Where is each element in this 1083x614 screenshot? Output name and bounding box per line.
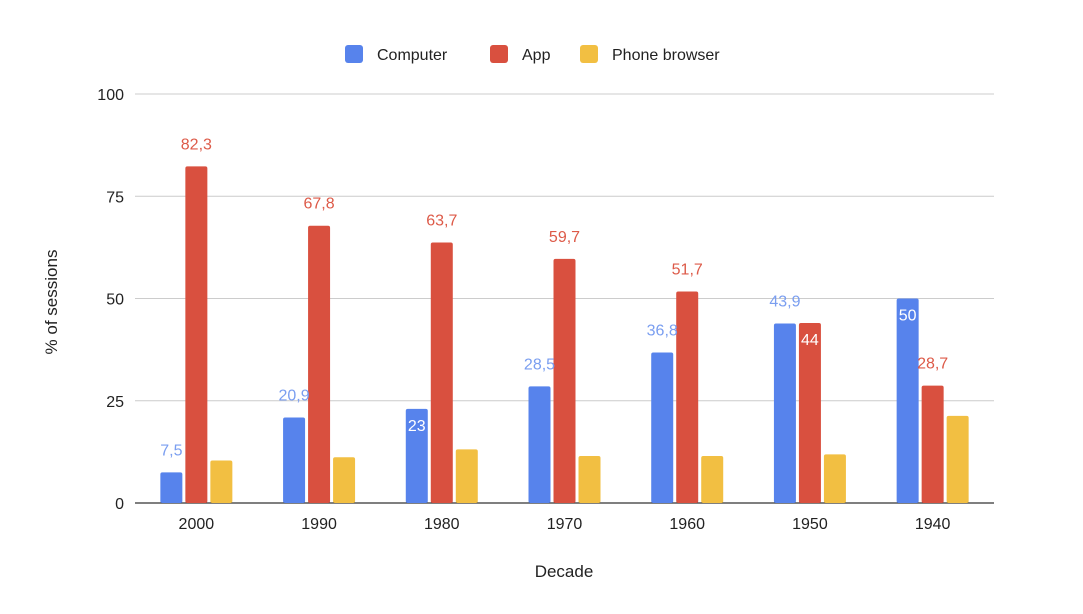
x-tick-label: 1940 <box>915 516 951 533</box>
bar-phone-browser <box>701 455 724 503</box>
bar-app <box>430 242 453 504</box>
bar-app <box>798 323 821 503</box>
x-tick-label: 2000 <box>179 516 215 533</box>
legend: Computer App Phone browser <box>345 45 720 64</box>
data-label: 59,7 <box>549 229 580 246</box>
y-tick-label: 25 <box>106 394 124 411</box>
bar-computer <box>528 386 551 503</box>
data-label: 20,9 <box>279 388 310 405</box>
bar-phone-browser <box>333 457 356 503</box>
x-tick-label: 1960 <box>669 516 705 533</box>
data-label: 63,7 <box>426 212 457 229</box>
bar-app <box>676 291 699 503</box>
data-label: 50 <box>899 308 917 325</box>
data-label: 51,7 <box>672 262 703 279</box>
y-tick-label: 100 <box>97 87 124 104</box>
data-label: 67,8 <box>304 196 335 213</box>
legend-swatch <box>490 45 508 63</box>
legend-swatch <box>345 45 363 63</box>
bar-app <box>921 385 944 503</box>
bar-app <box>308 225 331 503</box>
legend-label: Phone browser <box>612 47 720 64</box>
data-label: 82,3 <box>181 136 212 153</box>
y-tick-label: 0 <box>115 496 124 513</box>
bar-computer <box>651 352 674 503</box>
bars <box>160 166 969 504</box>
bar-computer <box>283 417 306 503</box>
y-tick-label: 50 <box>106 292 124 309</box>
x-tick-label: 1950 <box>792 516 828 533</box>
x-tick-label: 1970 <box>547 516 583 533</box>
bar-computer <box>160 472 183 503</box>
bar-phone-browser <box>210 460 233 503</box>
bar-app <box>553 258 576 503</box>
bar-computer <box>896 298 919 503</box>
data-label: 44 <box>801 332 819 349</box>
x-tick-label: 1980 <box>424 516 460 533</box>
bar-app <box>185 166 208 503</box>
x-tick-labels: 2000 1990 1980 1970 1960 1950 1940 <box>179 516 951 533</box>
bar-phone-browser <box>578 455 601 503</box>
data-label: 43,9 <box>769 293 800 310</box>
legend-label: Computer <box>377 47 448 64</box>
bar-phone-browser <box>946 415 969 503</box>
bar-phone-browser <box>823 454 846 503</box>
legend-swatch <box>580 45 598 63</box>
data-label: 28,5 <box>524 356 555 373</box>
data-labels: 7,5 82,3 20,9 67,8 23 63,7 28,5 59,7 36,8 51,7 43,… <box>160 136 948 459</box>
legend-label: App <box>522 47 551 64</box>
bar-computer <box>405 408 428 503</box>
data-label: 28,7 <box>917 356 948 373</box>
data-label: 7,5 <box>160 442 182 459</box>
x-axis-title: Decade <box>535 562 594 581</box>
y-tick-label: 75 <box>106 189 124 206</box>
y-axis-title: % of sessions <box>42 250 61 355</box>
data-label: 36,8 <box>647 322 678 339</box>
bar-phone-browser <box>455 449 478 503</box>
data-label: 23 <box>408 418 426 435</box>
x-tick-label: 1990 <box>301 516 337 533</box>
bar-computer <box>773 323 796 503</box>
